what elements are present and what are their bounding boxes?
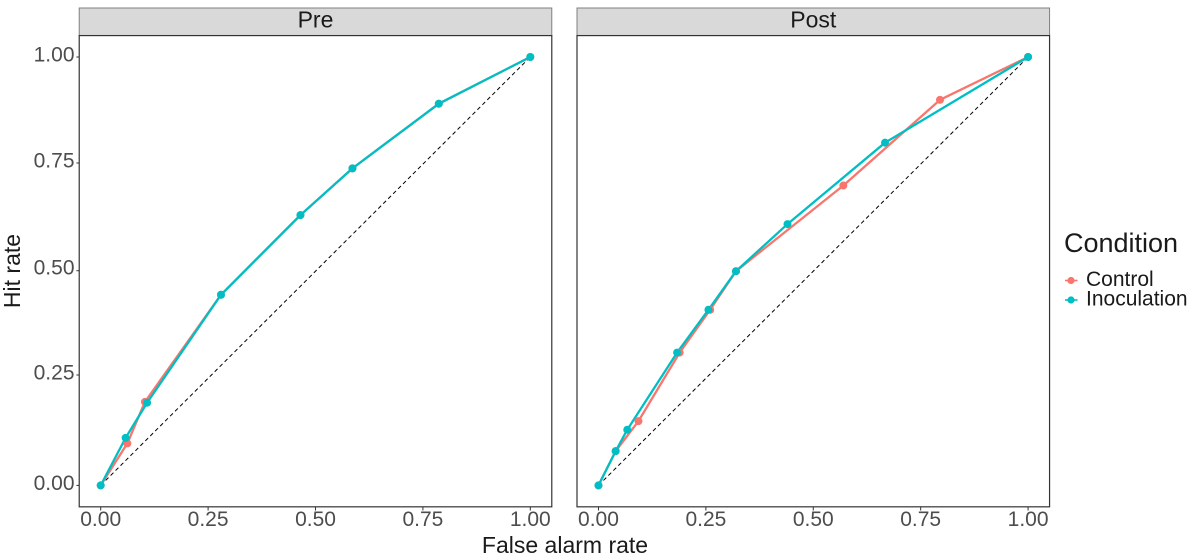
svg-text:Condition: Condition: [1064, 228, 1178, 258]
svg-text:0.75: 0.75: [34, 150, 75, 173]
svg-text:0.25: 0.25: [685, 508, 726, 531]
svg-text:0.00: 0.00: [578, 508, 619, 531]
svg-text:0.00: 0.00: [34, 472, 75, 495]
svg-text:1.00: 1.00: [1008, 508, 1049, 531]
svg-text:Pre: Pre: [298, 7, 334, 33]
svg-text:Hit rate: Hit rate: [0, 234, 25, 308]
svg-text:0.75: 0.75: [402, 508, 443, 531]
svg-text:0.25: 0.25: [34, 362, 75, 385]
svg-text:Inoculation: Inoculation: [1086, 288, 1188, 311]
svg-text:1.00: 1.00: [510, 508, 551, 531]
svg-text:Post: Post: [790, 7, 837, 33]
svg-text:False alarm rate: False alarm rate: [482, 532, 648, 558]
svg-text:0.50: 0.50: [793, 508, 834, 531]
svg-text:0.00: 0.00: [80, 508, 121, 531]
svg-text:0.25: 0.25: [188, 508, 229, 531]
svg-text:0.50: 0.50: [34, 257, 75, 280]
svg-text:0.75: 0.75: [900, 508, 941, 531]
svg-text:1.00: 1.00: [34, 44, 75, 67]
svg-text:0.50: 0.50: [295, 508, 336, 531]
